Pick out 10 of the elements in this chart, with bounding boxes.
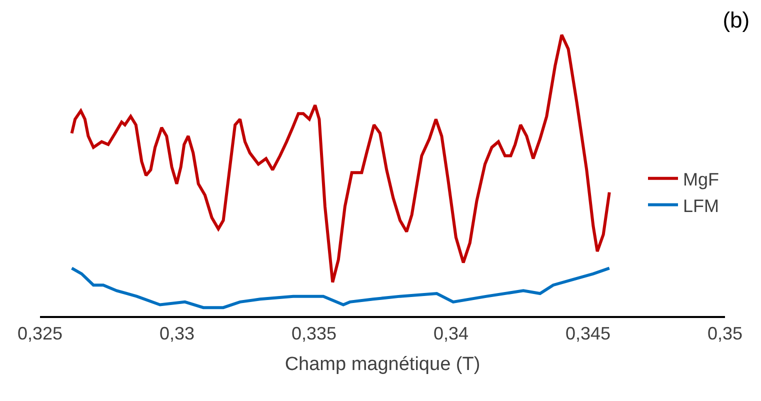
x-tick-label: 0,35 xyxy=(707,324,743,344)
legend-label: LFM xyxy=(683,196,719,216)
x-tick-label: 0,325 xyxy=(17,324,63,344)
x-tick-label: 0,345 xyxy=(565,324,611,344)
x-tick-label: 0,335 xyxy=(291,324,337,344)
x-tick-label: 0,34 xyxy=(433,324,469,344)
legend-label: MgF xyxy=(683,169,720,190)
x-axis-title: Champ magnétique (T) xyxy=(284,354,480,375)
chart-title: (b) xyxy=(722,7,750,32)
x-tick-label: 0,33 xyxy=(159,324,195,344)
